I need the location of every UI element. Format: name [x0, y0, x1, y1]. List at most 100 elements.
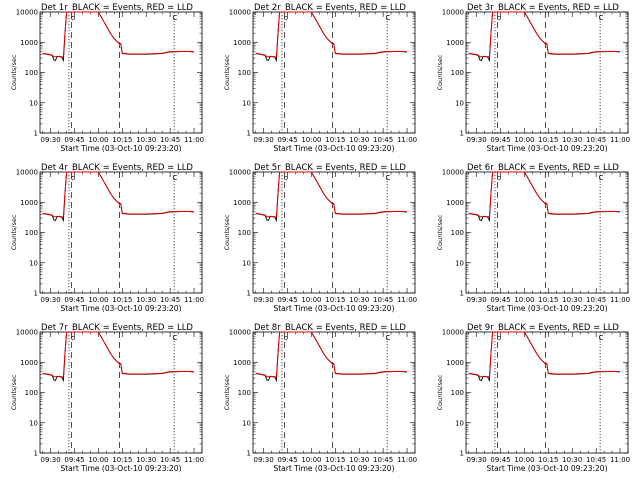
- y-tick-label: 10: [29, 259, 38, 267]
- x-tick-label: 10:30: [136, 456, 156, 464]
- annotation-marker: C: [598, 334, 603, 342]
- y-tick-label: 1: [247, 290, 251, 298]
- x-tick-label: 09:45: [490, 136, 510, 144]
- x-tick-label: 11:00: [184, 296, 204, 304]
- x-tick-label: 10:15: [538, 456, 558, 464]
- x-tick-label: 10:30: [562, 136, 582, 144]
- x-tick-label: 10:15: [112, 456, 132, 464]
- annotation-marker: o: [284, 14, 288, 22]
- annotation-marker: o: [71, 174, 75, 182]
- chart-title: Det 6r_BLACK = Events, RED = LLD: [467, 163, 619, 173]
- chart-title: Det 2r_BLACK = Events, RED = LLD: [254, 3, 406, 13]
- x-tick-label: 10:30: [349, 456, 369, 464]
- x-tick-label: 10:45: [373, 136, 393, 144]
- x-tick-label: 10:15: [538, 136, 558, 144]
- panel-1: Det 1r_BLACK = Events, RED = LLD 1 10 100 10…: [10, 3, 204, 153]
- series-line-lld: [255, 11, 408, 58]
- y-tick-label: 1: [34, 130, 38, 138]
- series-line-events: [42, 11, 195, 63]
- plot-frame: [39, 331, 203, 454]
- x-tick-label: 10:00: [514, 136, 534, 144]
- y-tick-label: 10: [29, 99, 38, 107]
- plot-frame: [252, 11, 416, 134]
- chart-title: Det 5r_BLACK = Events, RED = LLD: [254, 163, 406, 173]
- y-axis-label: Counts/sec: [436, 374, 444, 410]
- series-line-events: [42, 331, 195, 383]
- x-axis-label: Start Time (03-Oct-10 09:23:20): [60, 304, 181, 313]
- y-tick-label: 1000: [446, 199, 464, 207]
- series-line-lld: [42, 11, 195, 58]
- series-line-lld: [255, 171, 408, 218]
- y-tick-label: 1: [247, 130, 251, 138]
- y-tick-label: 1000: [233, 199, 251, 207]
- y-tick-label: 10: [455, 419, 464, 427]
- x-tick-label: 09:30: [254, 136, 274, 144]
- x-tick-label: 09:30: [41, 456, 61, 464]
- x-tick-label: 10:15: [538, 296, 558, 304]
- y-tick-label: 10000: [442, 9, 464, 17]
- x-tick-label: 10:30: [349, 136, 369, 144]
- x-axis-label: Start Time (03-Oct-10 09:23:20): [60, 464, 181, 473]
- x-tick-label: 11:00: [610, 296, 630, 304]
- x-tick-label: 10:45: [586, 456, 606, 464]
- x-tick-label: 10:30: [136, 136, 156, 144]
- x-tick-label: 11:00: [610, 136, 630, 144]
- y-axis-label: Counts/sec: [223, 214, 231, 250]
- x-tick-label: 09:30: [41, 296, 61, 304]
- annotation-marker: o: [497, 334, 501, 342]
- x-tick-label: 10:45: [586, 296, 606, 304]
- y-tick-label: 1: [34, 450, 38, 458]
- y-tick-label: 1: [34, 290, 38, 298]
- x-tick-label: 10:45: [586, 136, 606, 144]
- x-axis-label: Start Time (03-Oct-10 09:23:20): [273, 144, 394, 153]
- x-tick-label: 09:45: [277, 296, 297, 304]
- x-axis-label: Start Time (03-Oct-10 09:23:20): [486, 144, 607, 153]
- panel-8: Det 8r_BLACK = Events, RED = LLD 1 10 100 10…: [223, 323, 417, 473]
- x-tick-label: 11:00: [397, 136, 417, 144]
- x-tick-label: 10:00: [301, 136, 321, 144]
- y-tick-label: 10: [242, 99, 251, 107]
- x-tick-label: 10:30: [136, 296, 156, 304]
- y-axis-label: Counts/sec: [436, 54, 444, 90]
- y-tick-label: 10000: [442, 329, 464, 337]
- series-line-lld: [468, 331, 621, 378]
- panel-5: Det 5r_BLACK = Events, RED = LLD 1 10 100 10…: [223, 163, 417, 313]
- y-axis-label: Counts/sec: [10, 54, 18, 90]
- y-tick-label: 100: [238, 69, 251, 77]
- x-tick-label: 09:30: [41, 136, 61, 144]
- panel-4: Det 4r_BLACK = Events, RED = LLD 1 10 100 10…: [10, 163, 204, 313]
- x-tick-label: 10:15: [325, 136, 345, 144]
- y-tick-label: 1: [460, 450, 464, 458]
- x-tick-label: 11:00: [610, 456, 630, 464]
- y-tick-label: 100: [25, 389, 38, 397]
- x-tick-label: 09:45: [64, 296, 84, 304]
- y-tick-label: 1000: [20, 359, 38, 367]
- x-tick-label: 10:30: [562, 296, 582, 304]
- annotation-marker: C: [598, 14, 603, 22]
- plot-frame: [465, 11, 629, 134]
- x-tick-label: 09:30: [254, 296, 274, 304]
- y-tick-label: 1000: [233, 359, 251, 367]
- chart-title: Det 4r_BLACK = Events, RED = LLD: [41, 163, 193, 173]
- plot-frame: [465, 331, 629, 454]
- chart-title: Det 9r_BLACK = Events, RED = LLD: [467, 323, 619, 333]
- series-line-lld: [255, 331, 408, 378]
- y-tick-label: 10: [242, 419, 251, 427]
- x-axis-label: Start Time (03-Oct-10 09:23:20): [486, 304, 607, 313]
- x-tick-label: 10:45: [373, 456, 393, 464]
- y-axis-label: Counts/sec: [223, 54, 231, 90]
- annotation-marker: o: [71, 334, 75, 342]
- annotation-marker: o: [497, 174, 501, 182]
- x-tick-label: 10:00: [514, 296, 534, 304]
- annotation-marker: o: [71, 14, 75, 22]
- x-tick-label: 09:45: [490, 456, 510, 464]
- y-tick-label: 10000: [16, 9, 38, 17]
- x-tick-label: 09:45: [277, 456, 297, 464]
- x-tick-label: 11:00: [184, 136, 204, 144]
- x-tick-label: 10:45: [373, 296, 393, 304]
- x-tick-label: 10:15: [325, 456, 345, 464]
- x-tick-label: 10:15: [325, 296, 345, 304]
- series-line-events: [255, 331, 408, 383]
- x-axis-label: Start Time (03-Oct-10 09:23:20): [486, 464, 607, 473]
- x-tick-label: 10:45: [160, 456, 180, 464]
